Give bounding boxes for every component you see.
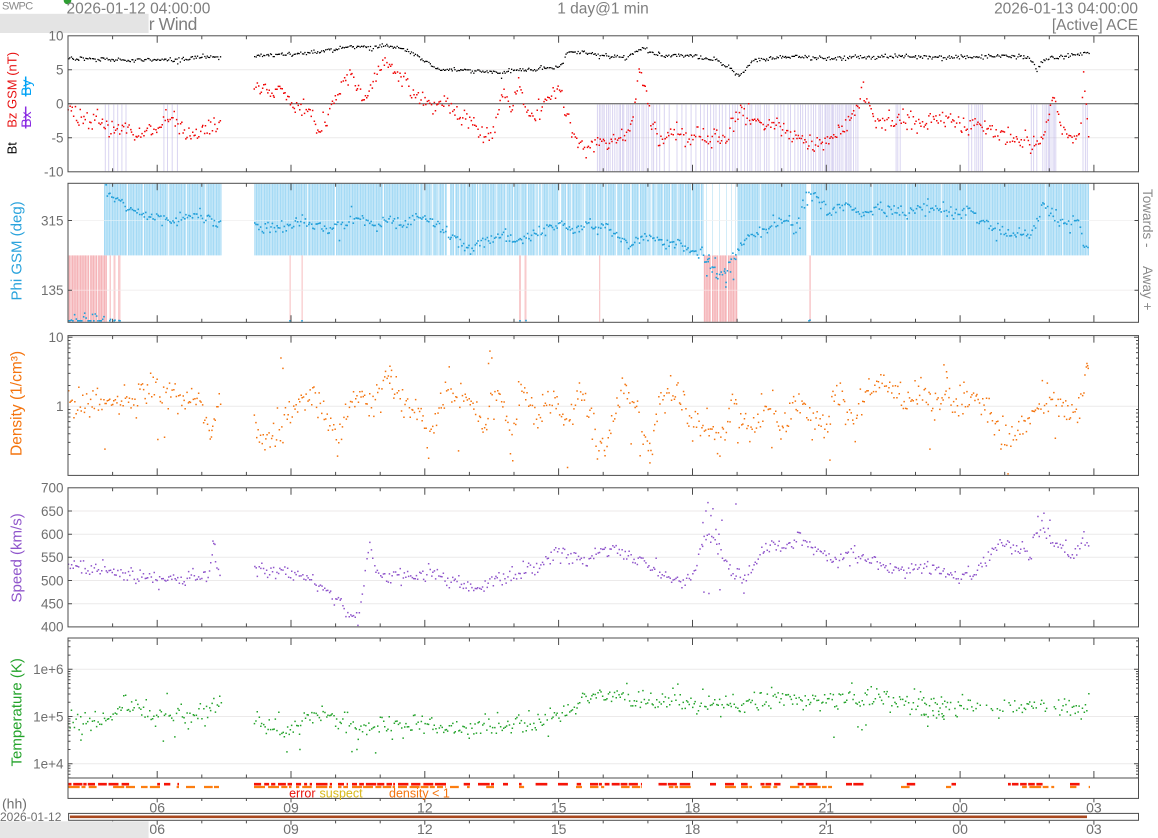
svg-text:1 day@1 min: 1 day@1 min [557,1,649,18]
svg-text:18: 18 [685,821,701,837]
svg-text:Temperature (K): Temperature (K) [9,658,26,766]
svg-text:400: 400 [41,620,64,635]
svg-text:2026-01-12 04:00:00: 2026-01-12 04:00:00 [67,1,211,18]
svg-text:21: 21 [818,821,834,837]
svg-text:[Active] ACE: [Active] ACE [1052,17,1138,34]
svg-text:2026-01-12: 2026-01-12 [0,810,62,824]
svg-text:00: 00 [952,799,968,815]
svg-text:Phi GSM (deg): Phi GSM (deg) [9,201,26,300]
svg-text:Density (1/cm³): Density (1/cm³) [9,351,26,456]
svg-text:Towards -: Towards - [1140,189,1155,248]
svg-text:15: 15 [551,799,567,815]
svg-text:10: 10 [48,29,63,44]
svg-text:135: 135 [41,283,64,298]
svg-text:600: 600 [41,527,64,542]
svg-text:700: 700 [41,481,64,496]
svg-text:15: 15 [551,821,567,837]
svg-text:suspect: suspect [320,787,364,801]
svg-text:21: 21 [818,799,834,815]
svg-text:09: 09 [283,821,299,837]
svg-text:00: 00 [952,821,968,837]
svg-text:1: 1 [56,399,64,414]
svg-text:Speed (km/s): Speed (km/s) [9,513,26,602]
svg-text:09: 09 [283,799,299,815]
svg-text:5: 5 [56,63,64,78]
svg-text:06: 06 [149,799,165,815]
svg-text:450: 450 [41,597,64,612]
svg-text:Bt: Bt [5,142,20,155]
svg-text:error: error [289,787,315,801]
svg-text:03: 03 [1086,821,1102,837]
svg-text:18: 18 [685,799,701,815]
svg-text:SWPC: SWPC [2,0,33,12]
svg-text:315: 315 [41,213,64,228]
svg-text:12: 12 [417,799,433,815]
svg-text:Away +: Away + [1140,266,1155,311]
svg-text:-5: -5 [51,131,63,146]
svg-text:1e+4: 1e+4 [33,757,64,772]
svg-text:500: 500 [41,573,64,588]
svg-text:10: 10 [48,330,63,345]
svg-text:1e+6: 1e+6 [33,662,63,677]
svg-text:2026-01-13 04:00:00: 2026-01-13 04:00:00 [994,1,1138,18]
svg-text:550: 550 [41,550,64,565]
svg-text:12: 12 [417,821,433,837]
svg-text:1e+5: 1e+5 [33,709,63,724]
svg-text:(hh): (hh) [2,796,27,812]
svg-text:density < 1: density < 1 [389,787,450,801]
svg-text:0: 0 [56,97,64,112]
svg-text:03: 03 [1086,799,1102,815]
svg-text:r Wind: r Wind [149,14,197,34]
svg-text:06: 06 [149,821,165,837]
svg-text:Bz GSM (nT): Bz GSM (nT) [5,52,20,128]
svg-text:650: 650 [41,504,64,519]
svg-text:-10: -10 [44,165,64,180]
